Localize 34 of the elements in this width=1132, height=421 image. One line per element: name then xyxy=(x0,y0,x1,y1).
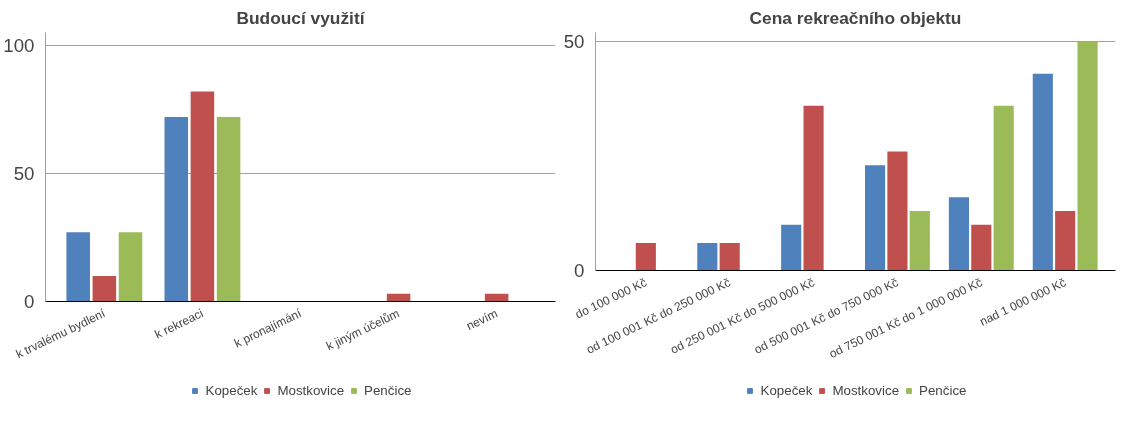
bar xyxy=(1055,211,1076,271)
bar xyxy=(1032,73,1053,271)
bar xyxy=(216,117,241,302)
bar xyxy=(971,224,992,271)
bar xyxy=(865,165,886,271)
bar xyxy=(803,105,824,271)
legend-label: Mostkovice xyxy=(832,382,900,398)
y-tick-label: 50 xyxy=(13,162,35,184)
y-tick-label: 0 xyxy=(24,291,35,312)
bar xyxy=(635,243,656,271)
bar xyxy=(719,243,740,271)
legend-label: Penčice xyxy=(364,382,412,398)
bar xyxy=(993,105,1014,271)
legend-label: Penčice xyxy=(919,382,967,398)
bar xyxy=(118,232,143,302)
legend-label: Kopeček xyxy=(205,382,258,398)
bar xyxy=(909,211,930,271)
x-tick-label: nevím xyxy=(464,306,500,334)
bar xyxy=(781,224,802,271)
y-tick-label: 100 xyxy=(3,34,35,56)
y-tick-label: 50 xyxy=(563,31,585,53)
bar xyxy=(697,243,718,271)
legend-label: Kopeček xyxy=(760,382,813,398)
bar xyxy=(887,151,908,271)
bar xyxy=(92,275,117,302)
chart-title: Cena rekreačního objektu xyxy=(749,7,962,28)
bar xyxy=(190,91,215,302)
legend-label: Mostkovice xyxy=(277,382,345,398)
bar xyxy=(948,197,970,271)
chart-title: Budoucí využití xyxy=(236,7,366,28)
bar xyxy=(1077,41,1098,271)
bar xyxy=(164,117,189,302)
bar xyxy=(66,232,90,302)
y-tick-label: 0 xyxy=(574,260,585,281)
